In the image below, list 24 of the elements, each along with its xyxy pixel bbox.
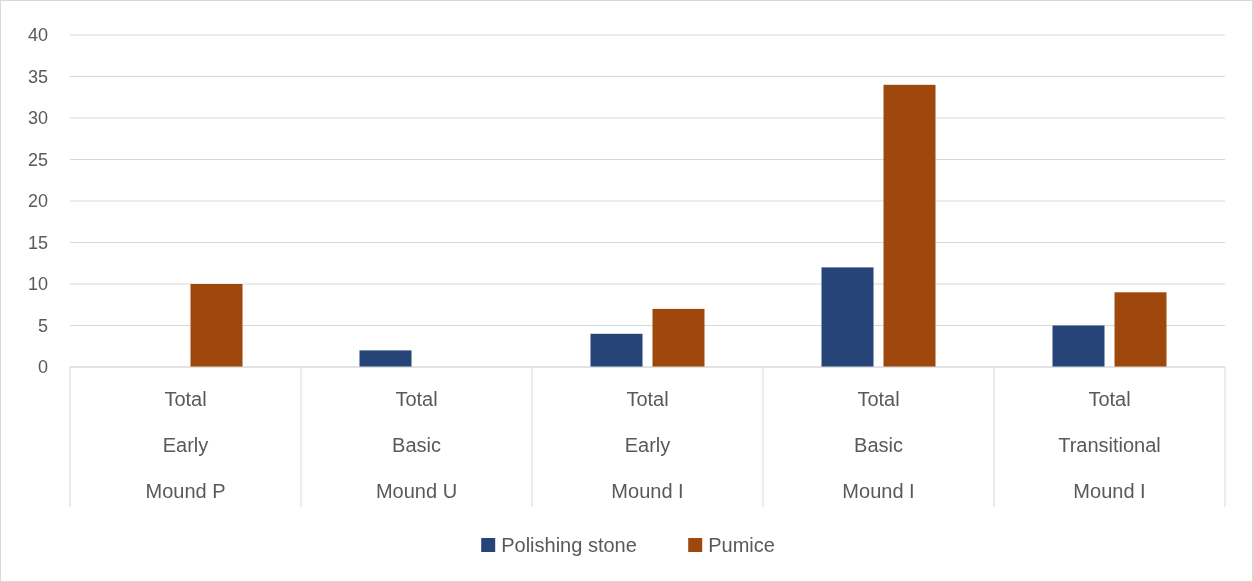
y-tick-label: 10: [27, 274, 48, 295]
y-tick-label: 20: [27, 191, 48, 212]
bar: [190, 284, 243, 367]
category-label: Total Transitional Mound I: [1058, 388, 1161, 502]
y-tick-label: 35: [27, 66, 48, 87]
legend-label: Polishing stone: [501, 534, 637, 556]
bar: [1114, 292, 1167, 367]
bar: [821, 267, 874, 367]
legend-label: Pumice: [708, 534, 775, 556]
y-tick-label: 40: [27, 25, 48, 46]
y-tick-label: 0: [37, 357, 48, 378]
y-tick-label: 30: [27, 108, 48, 129]
bar: [359, 350, 412, 367]
bar: [590, 333, 643, 367]
y-tick-label: 25: [27, 149, 48, 170]
category-label: Total Early Mound I: [611, 388, 684, 502]
y-tick-label: 5: [37, 315, 48, 336]
category-label: Total Basic Mound I: [842, 388, 915, 502]
category-label: Total Basic Mound U: [375, 388, 458, 502]
bar: [883, 84, 936, 367]
bar: [1052, 325, 1105, 367]
category-label: Total Early Mound P: [145, 388, 226, 502]
bar: [652, 308, 705, 367]
y-tick-label: 15: [27, 232, 48, 253]
